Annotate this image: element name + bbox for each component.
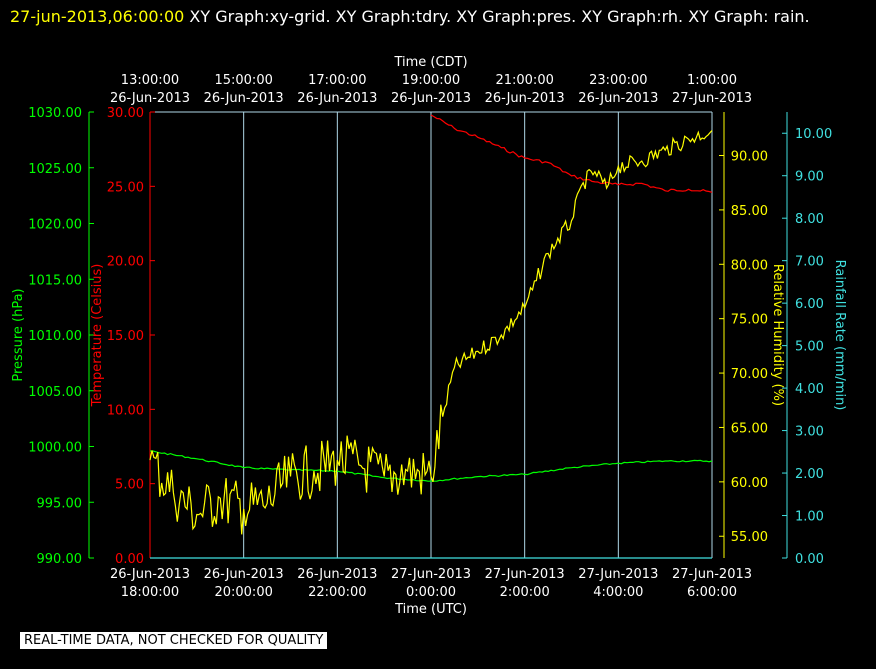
- chart-axes: [88, 111, 788, 559]
- x-tick-label-utc-date: 26-Jun-2013: [110, 567, 190, 582]
- temperature-tick-label: 20.00: [107, 255, 144, 270]
- humidity-series-line: [149, 130, 713, 535]
- rain-tick-label: 4.00: [795, 382, 824, 397]
- pressure-axis-title: Pressure (hPa): [11, 288, 26, 381]
- temperature-tick-label: 10.00: [107, 403, 144, 418]
- x-axis-title-utc: Time (UTC): [394, 602, 467, 617]
- pressure-tick-label: 1010.00: [28, 329, 82, 344]
- x-tick-label-cdt-date: 27-Jun-2013: [672, 91, 752, 106]
- x-tick-label-utc-time: 18:00:00: [121, 585, 179, 600]
- rain-tick-label: 10.00: [795, 127, 832, 142]
- rain-tick-label: 3.00: [795, 425, 824, 440]
- x-tick-label-utc-time: 4:00:00: [593, 585, 643, 600]
- x-tick-label-cdt-time: 23:00:00: [589, 73, 647, 88]
- x-tick-label-cdt-time: 13:00:00: [121, 73, 179, 88]
- x-tick-label-cdt-time: 1:00:00: [687, 73, 737, 88]
- pressure-tick-label: 990.00: [37, 552, 83, 567]
- temperature-axis-title: Temperature (Celsius): [90, 264, 105, 408]
- pressure-tick-label: 1015.00: [28, 273, 82, 288]
- pressure-tick-label: 1005.00: [28, 385, 82, 400]
- x-tick-label-utc-date: 26-Jun-2013: [297, 567, 377, 582]
- x-tick-label-cdt-time: 19:00:00: [402, 73, 460, 88]
- x-tick-label-utc-time: 20:00:00: [214, 585, 272, 600]
- humidity-axis-title: Relative Humidity (%): [770, 264, 785, 406]
- x-tick-label-utc-date: 27-Jun-2013: [391, 567, 471, 582]
- x-tick-label-cdt-date: 26-Jun-2013: [110, 91, 190, 106]
- rain-tick-label: 0.00: [795, 552, 824, 567]
- header-title: 27-jun-2013,06:00:00 XY Graph:xy-grid. X…: [10, 2, 870, 31]
- rain-tick-label: 2.00: [795, 467, 824, 482]
- pressure-tick-label: 995.00: [37, 496, 83, 511]
- rain-tick-label: 7.00: [795, 255, 824, 270]
- x-tick-label-utc-time: 22:00:00: [308, 585, 366, 600]
- rain-axis-title: Rainfall Rate (mm/min): [832, 260, 847, 411]
- humidity-tick-label: 90.00: [731, 150, 768, 165]
- x-tick-label-cdt-date: 26-Jun-2013: [578, 91, 658, 106]
- temperature-tick-label: 25.00: [107, 180, 144, 195]
- pressure-tick-label: 1000.00: [28, 441, 82, 456]
- humidity-tick-label: 60.00: [731, 476, 768, 491]
- header-timestamp: 27-jun-2013,06:00:00: [10, 7, 185, 26]
- rain-tick-label: 6.00: [795, 297, 824, 312]
- humidity-tick-label: 70.00: [731, 367, 768, 382]
- temperature-tick-label: 30.00: [107, 106, 144, 121]
- temperature-tick-label: 0.00: [115, 552, 144, 567]
- x-tick-label-utc-time: 2:00:00: [500, 585, 550, 600]
- rain-tick-label: 8.00: [795, 212, 824, 227]
- x-tick-label-utc-time: 0:00:00: [406, 585, 456, 600]
- x-tick-label-cdt-date: 26-Jun-2013: [204, 91, 284, 106]
- x-tick-label-cdt-time: 15:00:00: [214, 73, 272, 88]
- pressure-tick-label: 1030.00: [28, 106, 82, 121]
- x-tick-label-cdt-date: 26-Jun-2013: [391, 91, 471, 106]
- x-axis-title-cdt: Time (CDT): [393, 55, 467, 70]
- pressure-tick-label: 1025.00: [28, 162, 82, 177]
- humidity-tick-label: 55.00: [731, 530, 768, 545]
- temperature-series-line: [430, 114, 713, 193]
- x-tick-label-cdt-time: 21:00:00: [495, 73, 553, 88]
- x-tick-label-utc-date: 27-Jun-2013: [578, 567, 658, 582]
- chart-series: [149, 114, 713, 559]
- x-tick-label-utc-time: 6:00:00: [687, 585, 737, 600]
- x-tick-label-utc-date: 26-Jun-2013: [204, 567, 284, 582]
- pressure-series-line: [150, 450, 713, 482]
- humidity-tick-label: 85.00: [731, 204, 768, 219]
- rain-tick-label: 5.00: [795, 340, 824, 355]
- pressure-tick-label: 1020.00: [28, 218, 82, 233]
- chart-labels: 26-Jun-2013 18:00:00 13:00:00 26-Jun-2013 26…: [11, 55, 847, 617]
- temperature-tick-label: 15.00: [107, 329, 144, 344]
- humidity-tick-label: 80.00: [731, 258, 768, 273]
- x-tick-label-cdt-time: 17:00:00: [308, 73, 366, 88]
- temperature-tick-label: 5.00: [115, 478, 144, 493]
- x-tick-label-utc-date: 27-Jun-2013: [485, 567, 565, 582]
- quality-notice: REAL-TIME DATA, NOT CHECKED FOR QUALITY: [20, 632, 328, 649]
- rain-tick-label: 1.00: [795, 510, 824, 525]
- humidity-tick-label: 75.00: [731, 313, 768, 328]
- x-tick-label-cdt-date: 26-Jun-2013: [297, 91, 377, 106]
- humidity-tick-label: 65.00: [731, 421, 768, 436]
- x-tick-label-utc-date: 27-Jun-2013: [672, 567, 752, 582]
- header-graph-list: XY Graph:xy-grid. XY Graph:tdry. XY Grap…: [189, 7, 810, 26]
- x-tick-label-cdt-date: 26-Jun-2013: [485, 91, 565, 106]
- rain-tick-label: 9.00: [795, 170, 824, 185]
